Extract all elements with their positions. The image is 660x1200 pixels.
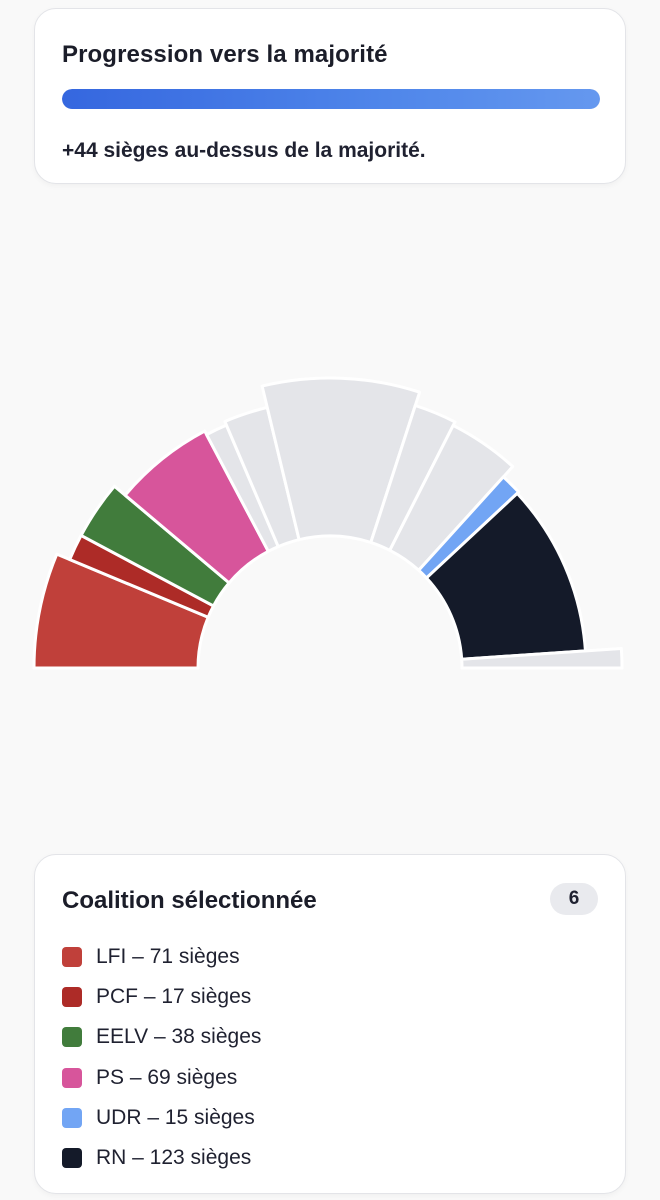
- majority-status-text: +44 sièges au-dessus de la majorité.: [62, 139, 426, 162]
- legend-swatch: [62, 1107, 82, 1128]
- coalition-title: Coalition sélectionnée: [62, 887, 317, 914]
- hemicycle-chart: [32, 376, 624, 670]
- legend-swatch: [62, 1148, 82, 1169]
- coalition-legend-item: PS – 69 sièges: [62, 1058, 261, 1098]
- legend-swatch: [62, 987, 82, 1008]
- legend-label: UDR – 15 sièges: [96, 1105, 255, 1129]
- coalition-legend-item: PCF – 17 sièges: [62, 977, 261, 1017]
- coalition-legend-item: EELV – 38 sièges: [62, 1017, 261, 1057]
- coalition-legend-item: UDR – 15 sièges: [62, 1098, 261, 1138]
- hemicycle-segment-other-11: [460, 647, 624, 670]
- legend-label: PS – 69 sièges: [96, 1065, 238, 1089]
- legend-label: EELV – 38 sièges: [96, 1025, 262, 1049]
- majority-progress-bar: [62, 89, 600, 109]
- progress-title: Progression vers la majorité: [62, 41, 388, 68]
- majority-progress-fill: [62, 89, 600, 109]
- legend-label: LFI – 71 sièges: [96, 945, 240, 969]
- legend-label: PCF – 17 sièges: [96, 985, 252, 1009]
- selected-coalition-card: Coalition sélectionnée 6 LFI – 71 sièges…: [34, 854, 626, 1194]
- hemicycle-segment-lfi: [32, 552, 210, 670]
- coalition-count-badge: 6: [550, 883, 598, 915]
- coalition-legend-item: RN – 123 sièges: [62, 1138, 261, 1178]
- hemicycle-segment-other-6: [260, 376, 422, 544]
- coalition-legend-item: LFI – 71 sièges: [62, 937, 261, 977]
- legend-swatch: [62, 1027, 82, 1048]
- legend-swatch: [62, 1067, 82, 1088]
- hemicycle-segment-ps: [123, 429, 270, 585]
- hemicycle-segment-other-8: [388, 423, 515, 572]
- legend-label: RN – 123 sièges: [96, 1146, 252, 1170]
- majority-progress-card: Progression vers la majorité +44 sièges …: [34, 8, 626, 184]
- coalition-legend: LFI – 71 sièges PCF – 17 sièges EELV – 38 …: [62, 937, 261, 1178]
- legend-swatch: [62, 947, 82, 968]
